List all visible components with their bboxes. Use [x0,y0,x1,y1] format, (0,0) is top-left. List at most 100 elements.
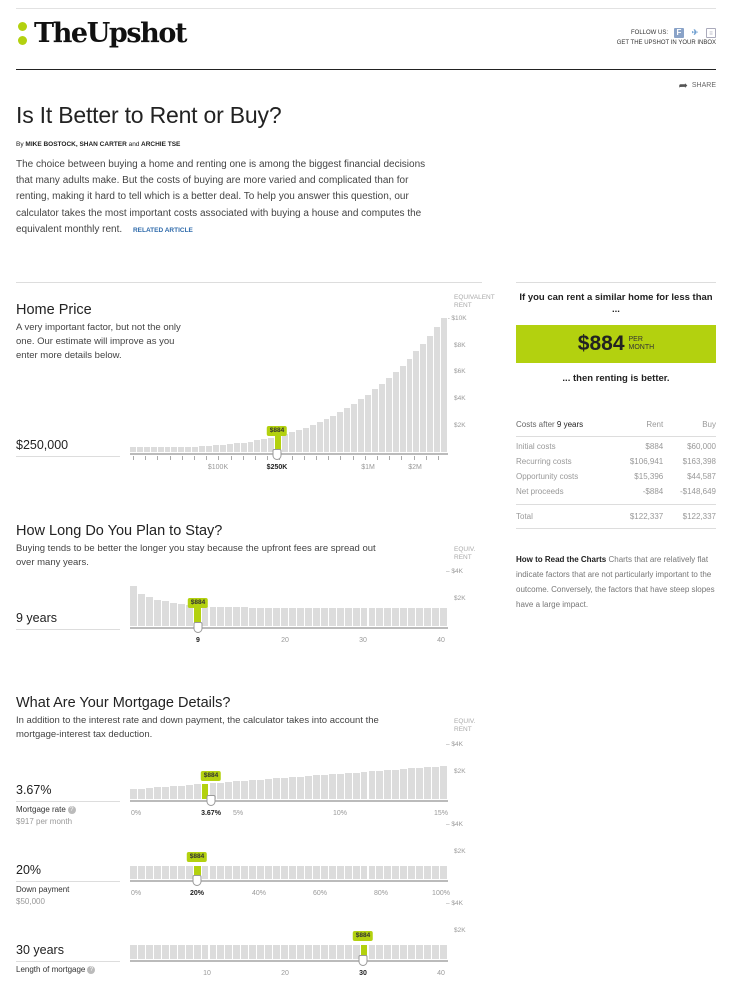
chart-bar [209,783,218,799]
stay-chart[interactable] [130,586,448,626]
chart-bar [320,774,329,799]
chart-bar [225,945,234,959]
section-divider [16,282,482,283]
mortgage-length-chart[interactable] [130,945,448,959]
x-label: 40 [437,637,445,644]
chart-bar [316,422,324,452]
chart-bar [209,945,218,959]
chart-bar [302,427,310,452]
chart-bar [406,358,414,452]
home-price-value[interactable]: $250,000 [16,438,120,457]
chart-bar [177,866,186,879]
stay-slider-handle[interactable] [193,622,203,633]
home-price-track[interactable] [130,453,448,455]
chart-bar [416,945,425,959]
x-label: 5% [232,810,244,817]
chart-bar [432,608,441,626]
how-to-read: How to Read the Charts Charts that are r… [516,555,715,609]
follow-label: FOLLOW US: [630,30,668,36]
x-label: $100K [207,464,229,471]
panel-divider [516,282,716,283]
share-arrow-icon: ➦ [678,80,688,92]
down-payment-slider-handle[interactable] [192,875,202,886]
chart-bar [320,945,329,959]
chart-bar [427,335,435,452]
chart-bar [392,372,400,452]
x-label: 100% [432,890,450,897]
table-row: Net proceeds -$884 -$148,649 [516,487,716,496]
chart-bar [304,945,313,959]
mortgage-rate-value[interactable]: 3.67% [16,783,120,802]
chart-bar [344,408,352,452]
chart-bar [273,866,282,879]
down-payment-value[interactable]: 20% [16,863,120,882]
mortgage-length-value[interactable]: 30 years [16,943,120,962]
chart-bar [145,597,154,626]
chart-bar [137,945,146,959]
track-tick [181,456,183,460]
mortgage-rate-chart[interactable] [130,766,448,799]
help-icon[interactable]: ? [67,805,76,814]
stay-track[interactable] [130,627,448,629]
chart-bar [424,608,433,626]
related-article-link[interactable]: RELATED ARTICLE [132,226,193,234]
chart-bar [164,447,172,452]
track-tick [352,456,354,460]
home-price-slider-handle[interactable] [272,449,282,460]
track-tick [218,456,220,460]
chart-bar [368,866,377,879]
result-amount: $884 [577,332,625,355]
y-label: $6K [454,368,466,375]
chart-bar [219,444,227,452]
y-label: $2K [454,848,466,855]
chart-bar [145,787,154,799]
chart-bar [177,785,186,799]
down-payment-chart[interactable] [130,866,448,879]
track-tick [194,456,195,460]
y-label: – $10K [446,315,467,322]
home-price-chart[interactable] [130,318,448,452]
chart-bar [249,866,258,879]
chart-bar [169,945,178,959]
home-price-title: Home Price [16,302,92,318]
help-icon[interactable]: ? [87,965,96,974]
track-tick [425,456,427,460]
twitter-icon[interactable]: ✈ [691,28,699,37]
facebook-icon[interactable]: f [674,28,684,38]
chart-bar [130,945,138,959]
chart-bar [416,767,425,799]
stay-y-head: EQUIV. RENT [454,546,476,561]
rss-icon[interactable]: ≡ [706,28,716,38]
track-tick [328,456,330,460]
chart-bar [225,607,234,626]
track-tick [316,456,317,460]
chart-bar [296,945,305,959]
inbox-link[interactable]: GET THE UPSHOT IN YOUR INBOX [616,40,716,46]
share-button[interactable]: ➦ SHARE [679,79,716,92]
chart-bar [378,384,386,452]
track-tick [401,456,403,460]
home-price-desc: A very important factor, but not the onl… [16,322,181,361]
chart-bar [360,866,369,879]
upshot-logo[interactable]: TheUpshot [16,18,187,49]
mortgage-rate-track[interactable] [130,800,448,802]
chart-bar [254,440,262,452]
down-payment-track[interactable] [130,880,448,882]
stay-value[interactable]: 9 years [16,611,120,630]
mortgage-length-slider-handle[interactable] [358,955,368,966]
chart-bar [289,945,297,959]
chart-bar [376,945,385,959]
down-payment-label: Down payment $50,000 [16,885,70,906]
chart-bar [281,945,289,959]
chart-bar [233,607,242,626]
mortgage-rate-slider-handle[interactable] [206,795,216,806]
chart-bar [265,866,274,879]
chart-bar [441,318,448,452]
chart-bar [201,606,210,626]
chart-bar [201,945,210,959]
logo-text: TheUpshot [34,18,187,49]
chart-bar [416,866,425,879]
mortgage-length-track[interactable] [130,960,448,962]
y-label: – $4K [446,741,463,748]
chart-bar [247,441,255,452]
